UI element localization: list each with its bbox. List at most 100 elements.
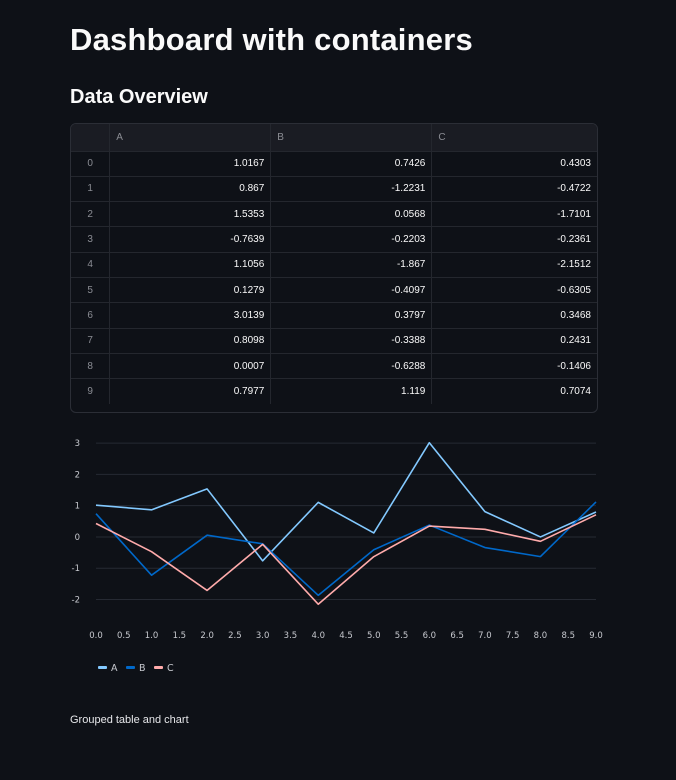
data-point[interactable] xyxy=(426,523,432,529)
cell-c[interactable]: -0.1406 xyxy=(431,353,597,380)
table-body: 0 1.0167 0.7426 0.4303 1 0.867 -1.2231 -0.4722 2… xyxy=(71,151,597,404)
cell-c[interactable]: 0.7074 xyxy=(560,386,591,398)
cell-a[interactable]: 0.867 xyxy=(109,176,272,203)
x-tick-label: 4.5 xyxy=(339,631,353,641)
cell-b[interactable]: 0.3797 xyxy=(270,302,433,329)
data-point[interactable] xyxy=(371,547,377,553)
x-tick-label: 5.0 xyxy=(367,631,381,641)
data-point[interactable] xyxy=(537,554,543,560)
cell-a[interactable]: 0.8098 xyxy=(109,328,272,354)
data-point[interactable] xyxy=(93,502,99,508)
data-point[interactable] xyxy=(426,440,432,446)
cell-a[interactable]: -0.7639 xyxy=(109,226,272,253)
legend-swatch xyxy=(154,666,163,669)
data-point[interactable] xyxy=(93,511,99,517)
data-point[interactable] xyxy=(204,532,210,538)
series-line-c[interactable] xyxy=(95,514,597,606)
data-point[interactable] xyxy=(149,549,155,555)
data-table: A B C 0 1.0167 0.7426 0.4303 1 0.867 -1.2231 -0… xyxy=(71,124,597,404)
data-point[interactable] xyxy=(93,520,99,526)
series-b[interactable] xyxy=(93,499,599,598)
cell-b[interactable]: 0.7426 xyxy=(270,151,433,177)
data-point[interactable] xyxy=(371,554,377,560)
row-index[interactable]: 6 xyxy=(71,302,111,329)
data-point[interactable] xyxy=(315,601,321,607)
table-row: 1 0.867 -1.2231 -0.4722 xyxy=(71,176,597,203)
cell-b[interactable]: 0.0568 xyxy=(270,201,433,228)
column-header-b[interactable]: B xyxy=(270,124,433,152)
data-point[interactable] xyxy=(149,507,155,513)
cell-c[interactable]: -1.7101 xyxy=(431,201,597,228)
cell-a[interactable]: 1.0167 xyxy=(109,151,272,177)
y-tick-label: 2 xyxy=(75,470,80,480)
series-line-a[interactable] xyxy=(95,441,597,562)
cell-c[interactable]: -0.4722 xyxy=(431,176,597,203)
cell-a[interactable]: 1.5353 xyxy=(109,201,272,228)
data-point[interactable] xyxy=(260,541,266,547)
row-index[interactable]: 8 xyxy=(71,353,111,380)
column-header-c[interactable]: C xyxy=(431,124,597,152)
column-header-a[interactable]: A xyxy=(109,124,272,152)
x-tick-label: 3.0 xyxy=(256,631,270,641)
cell-a[interactable]: 1.1056 xyxy=(109,252,272,278)
cell-b[interactable]: -0.4097 xyxy=(270,277,433,304)
table-header-row: A B C xyxy=(71,124,597,152)
cell-a[interactable]: 0.1279 xyxy=(109,277,272,304)
caption-text: Grouped table and chart xyxy=(70,714,189,726)
cell-b[interactable]: 1.119 xyxy=(270,378,433,404)
cell-a[interactable]: 3.0139 xyxy=(109,302,272,329)
line-chart[interactable]: 3 2 1 0 -1 -2 0.0 0.5 1.0 1.5 2.0 2.5 3.0 3.5 4.0 4.5 5.… xyxy=(60,432,606,682)
legend-item-b[interactable]: B xyxy=(126,663,146,674)
table-row: 0 1.0167 0.7426 0.4303 xyxy=(71,151,597,177)
x-tick-label: 2.5 xyxy=(228,631,242,641)
data-point[interactable] xyxy=(260,558,266,564)
data-point[interactable] xyxy=(371,530,377,536)
cell-c[interactable]: -0.2361 xyxy=(431,226,597,253)
x-tick-label: 0.0 xyxy=(89,631,103,641)
cell-c[interactable]: -0.6305 xyxy=(431,277,597,304)
data-point[interactable] xyxy=(593,512,599,518)
row-index[interactable]: 3 xyxy=(71,226,111,253)
series-a[interactable] xyxy=(93,440,599,564)
y-tick-label: 3 xyxy=(75,439,80,449)
cell-b[interactable]: -0.2203 xyxy=(270,226,433,253)
data-point[interactable] xyxy=(204,486,210,492)
cell-a[interactable]: 0.7977 xyxy=(109,378,272,404)
cell-b[interactable]: -1.867 xyxy=(270,252,433,278)
data-table-container[interactable]: A B C 0 1.0167 0.7426 0.4303 1 0.867 -1.2231 -0… xyxy=(70,123,598,413)
x-tick-label: 1.0 xyxy=(145,631,159,641)
cell-a[interactable]: 0.0007 xyxy=(109,353,272,380)
cell-c[interactable]: 0.3468 xyxy=(431,302,597,329)
row-index[interactable]: 2 xyxy=(71,201,111,228)
cell-c[interactable]: 0.4303 xyxy=(431,151,597,177)
cell-b[interactable]: -1.2231 xyxy=(270,176,433,203)
data-point[interactable] xyxy=(482,545,488,551)
x-tick-label: 4.0 xyxy=(311,631,325,641)
row-index[interactable]: 5 xyxy=(71,277,111,304)
row-index[interactable]: 1 xyxy=(71,176,111,203)
row-index[interactable]: 4 xyxy=(71,252,111,278)
x-tick-label: 9.0 xyxy=(589,631,603,641)
legend-item-a[interactable]: A xyxy=(98,663,118,674)
data-point[interactable] xyxy=(537,538,543,544)
data-point[interactable] xyxy=(482,526,488,532)
x-tick-label: 0.5 xyxy=(117,631,131,641)
cell-b[interactable]: -0.6288 xyxy=(270,353,433,380)
legend-item-c[interactable]: C xyxy=(154,663,174,674)
cell-b[interactable]: -0.3388 xyxy=(270,328,433,354)
series-line-b[interactable] xyxy=(95,501,597,597)
data-point[interactable] xyxy=(593,499,599,505)
data-point[interactable] xyxy=(149,572,155,578)
cell-c[interactable]: -2.1512 xyxy=(431,252,597,278)
data-point[interactable] xyxy=(315,592,321,598)
x-tick-label: 3.5 xyxy=(284,631,298,641)
row-index[interactable]: 9 xyxy=(71,378,111,404)
cell-c[interactable]: 0.2431 xyxy=(431,328,597,354)
data-point[interactable] xyxy=(315,499,321,505)
row-index[interactable]: 0 xyxy=(71,151,111,177)
row-index[interactable]: 7 xyxy=(71,328,111,354)
data-point[interactable] xyxy=(482,509,488,515)
series-c[interactable] xyxy=(93,512,599,607)
data-point[interactable] xyxy=(204,587,210,593)
